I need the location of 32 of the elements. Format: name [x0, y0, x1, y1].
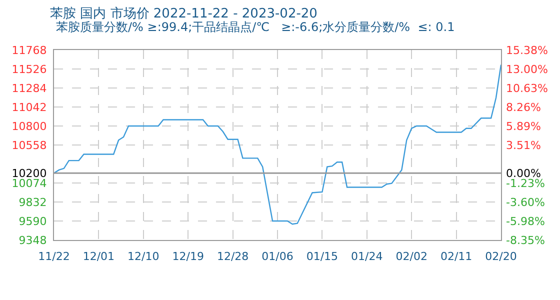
- x-tick-label: 12/10: [128, 250, 160, 264]
- y-tick-label: 11768: [12, 44, 47, 57]
- x-tick-label: 11/22: [38, 250, 70, 264]
- y-tick-label: 9832: [18, 196, 47, 209]
- y-tick-label: 11526: [12, 62, 47, 76]
- x-tick-label: 12/19: [172, 250, 204, 264]
- y-tick-label: 9590: [18, 214, 47, 228]
- x-tick-label: 02/20: [485, 250, 517, 264]
- x-tick-label: 12/01: [82, 250, 115, 264]
- y2-tick-label: 8.26%: [506, 100, 541, 114]
- y2-tick-label: 5.89%: [506, 120, 541, 133]
- y2-tick-label: 15.38%: [506, 44, 548, 57]
- y2-tick-label: -8.35%: [506, 234, 545, 247]
- y-tick-label: 10558: [12, 138, 47, 152]
- y-tick-label: 11284: [12, 82, 47, 95]
- y2-tick-label: 3.51%: [506, 138, 541, 152]
- y2-tick-label: -5.98%: [506, 214, 545, 228]
- x-tick-label: 02/11: [440, 250, 472, 264]
- x-tick-label: 01/06: [262, 250, 294, 264]
- x-tick-label: 01/24: [351, 250, 383, 264]
- chart-subtitle: 苯胺质量分数/% ≥:99.4;干品结晶点/℃ ≥:-6.6;水分质量分数/% ≤: 0.1: [56, 20, 455, 34]
- chart-title: 苯胺 国内 市场价 2022-11-22 - 2023-02-20: [50, 6, 318, 22]
- y-tick-label: 9348: [18, 234, 47, 247]
- y-tick-label: 11042: [12, 100, 47, 114]
- line-series: [54, 64, 501, 225]
- x-tick-label: 01/15: [306, 250, 338, 264]
- y2-tick-label: -3.60%: [506, 196, 545, 209]
- x-tick-label: 12/28: [216, 250, 249, 264]
- x-tick-label: 02/02: [396, 250, 428, 264]
- y-tick-label: 10800: [12, 120, 47, 133]
- y2-tick-label: 13.00%: [506, 62, 548, 76]
- y2-tick-label: 10.63%: [506, 82, 548, 95]
